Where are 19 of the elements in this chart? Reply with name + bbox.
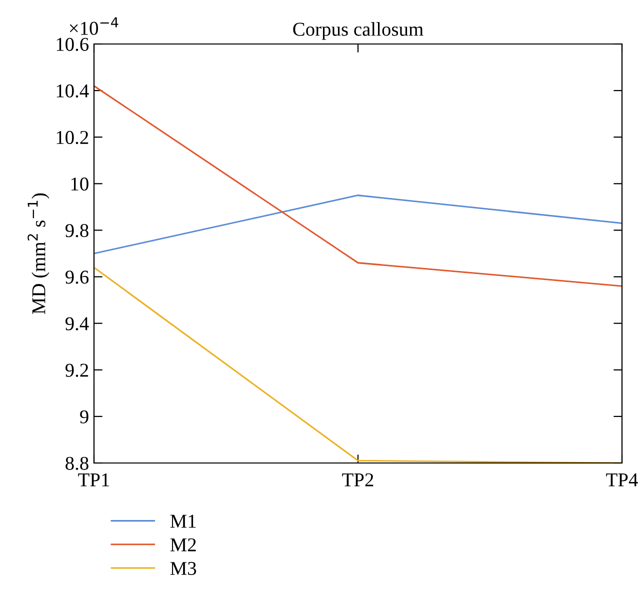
y-tick-label: 10 [71, 177, 88, 191]
y-tick-label: 9.2 [65, 364, 88, 377]
y-tick-label: 10.4 [56, 84, 89, 98]
y-tick-label: 9 [80, 410, 88, 424]
y-tick-label: 8.8 [66, 456, 88, 470]
y-tick-label: 9.4 [65, 317, 89, 330]
legend-label: M3 [170, 562, 196, 575]
y-tick-label: 10.6 [56, 38, 89, 52]
chart-title: Corpus callosum [293, 22, 424, 40]
legend-label: M1 [170, 514, 196, 528]
y-tick-label: 10.2 [56, 130, 88, 144]
x-tick-label: TP1 [78, 473, 110, 486]
y-tick-label: 9.8 [65, 224, 88, 238]
x-tick-label: TP4 [606, 473, 638, 486]
y-axis-title: MD (mm$^{2}$ s$^{−1}$) [28, 193, 50, 314]
x-tick-label: TP2 [342, 473, 374, 486]
text: ×10$^{−4}$ [70, 17, 118, 35]
legend-label: M2 [170, 538, 196, 552]
y-tick-label: 9.6 [65, 270, 89, 284]
